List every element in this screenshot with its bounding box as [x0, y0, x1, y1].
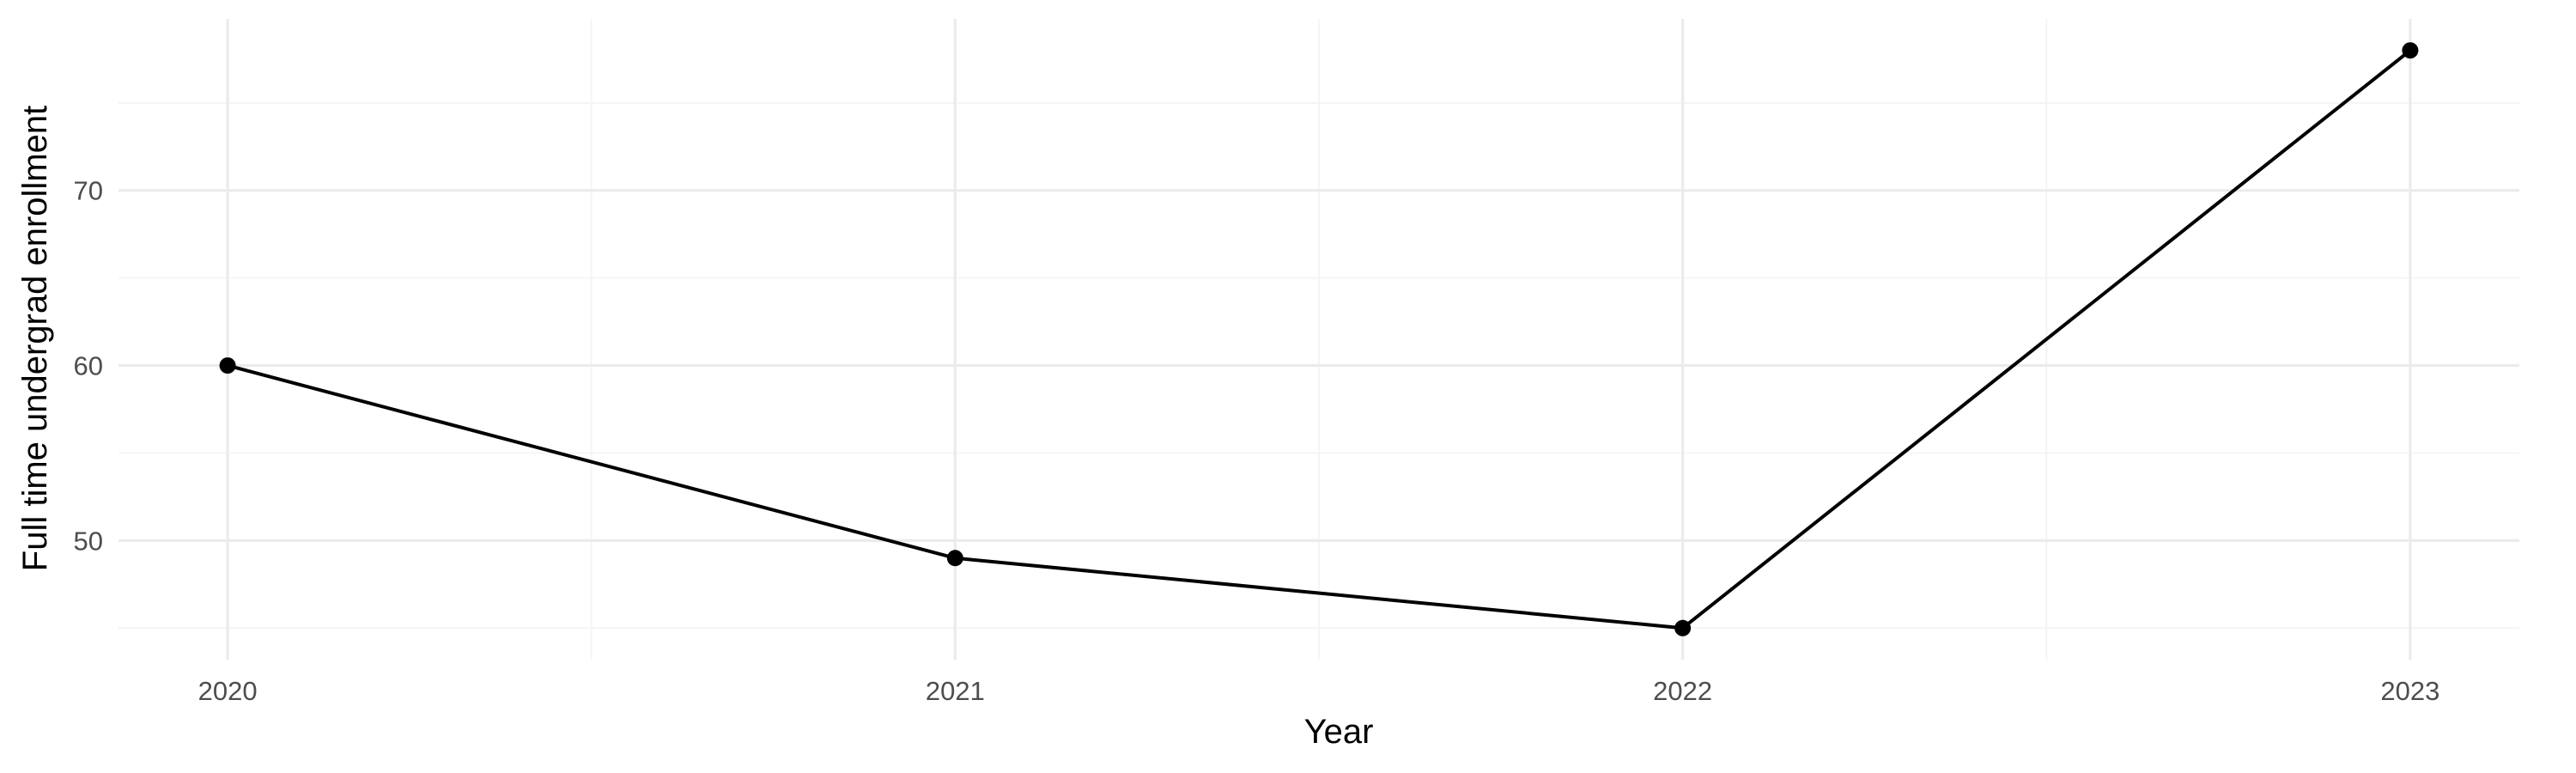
- y-tick-label: 70: [74, 176, 103, 206]
- grid: [118, 19, 2519, 660]
- series: [227, 49, 2412, 630]
- data-point: [219, 357, 236, 374]
- series-line: [227, 49, 2412, 630]
- y-tick-label: 50: [74, 526, 103, 556]
- data-point: [946, 550, 963, 567]
- x-axis-title: Year: [1304, 713, 1374, 751]
- data-point: [2402, 42, 2419, 59]
- x-tick-label: 2021: [926, 676, 985, 706]
- y-axis-ticks: 50 60 70: [74, 176, 103, 557]
- x-tick-label: 2020: [198, 676, 258, 706]
- y-tick-label: 60: [74, 351, 103, 381]
- x-tick-label: 2022: [1653, 676, 1712, 706]
- data-point: [1674, 619, 1692, 636]
- x-axis-ticks: 2020 2021 2022 2023: [198, 676, 2440, 706]
- y-axis-title: Full time undergrad enrollment: [16, 106, 54, 571]
- points: [219, 42, 2419, 636]
- x-tick-label: 2023: [2380, 676, 2439, 706]
